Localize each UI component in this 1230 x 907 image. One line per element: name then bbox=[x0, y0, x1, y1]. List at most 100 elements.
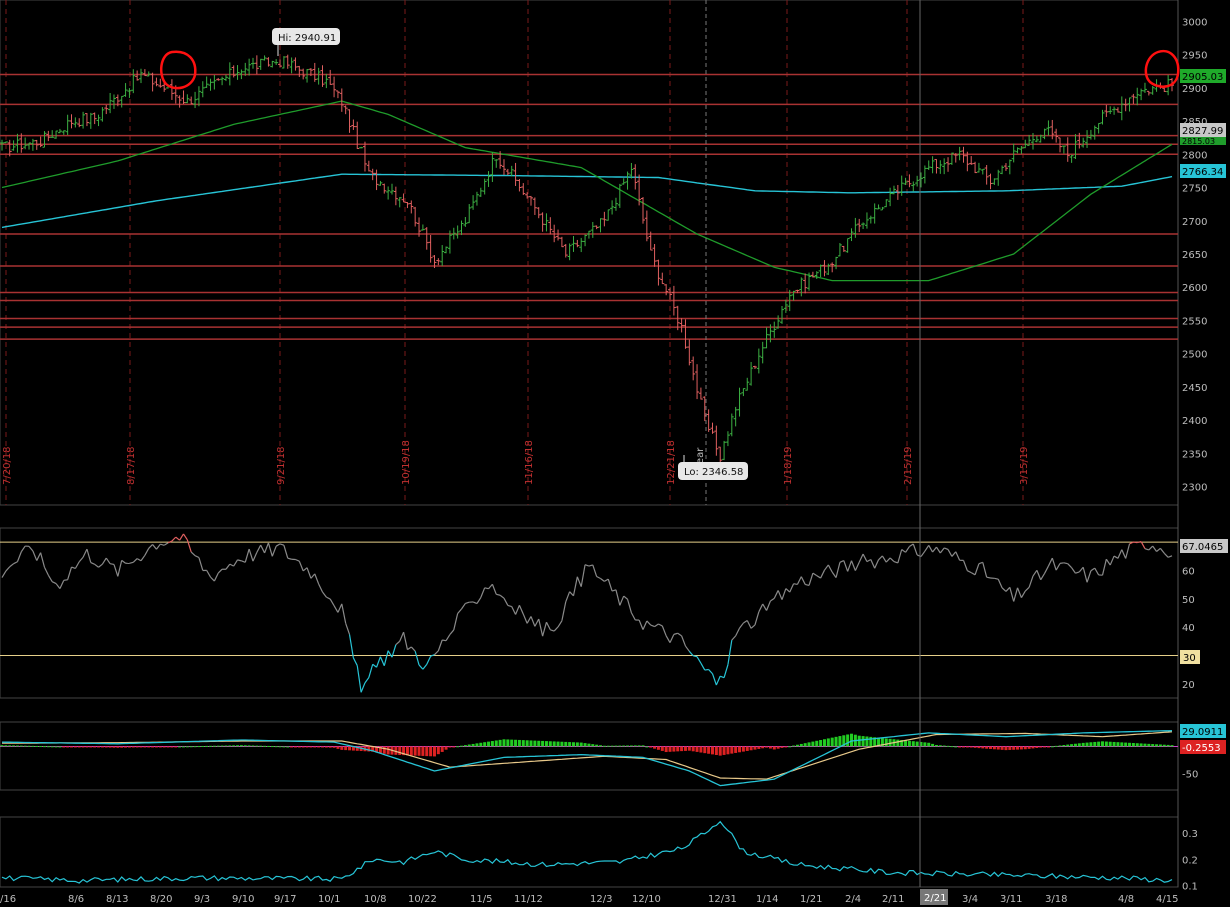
rsi-series bbox=[0, 533, 1178, 693]
macd-hist-bar bbox=[880, 738, 884, 747]
macd-hist-bar bbox=[1031, 746, 1035, 749]
rsi-segment bbox=[754, 611, 760, 626]
rsi-segment bbox=[1086, 570, 1092, 583]
annotation-circle-right bbox=[1144, 49, 1180, 88]
rsi-segment bbox=[136, 558, 142, 562]
rsi-segment bbox=[770, 597, 775, 602]
rsi-segment bbox=[758, 603, 764, 613]
macd-hist-bar bbox=[197, 746, 201, 748]
macd-hist-bar bbox=[181, 746, 185, 748]
rsi-segment bbox=[488, 583, 493, 590]
macd-panel[interactable] bbox=[0, 721, 1179, 791]
rsi-segment bbox=[229, 563, 234, 567]
macd-hist-bar bbox=[985, 746, 989, 749]
macd-hist-bar bbox=[842, 735, 846, 747]
macd-hist-bar bbox=[772, 746, 776, 750]
macd-hist-bar bbox=[1158, 744, 1162, 747]
macd-hist-bar bbox=[622, 745, 626, 747]
macd-hist-bar bbox=[1023, 746, 1027, 750]
rsi-segment bbox=[86, 548, 92, 563]
rsi-segment bbox=[750, 624, 756, 629]
rsi-segment bbox=[1129, 541, 1134, 545]
macd-hist-bar bbox=[1162, 744, 1166, 747]
macd-hist-bar bbox=[31, 745, 35, 747]
macd-hist-bar bbox=[579, 742, 583, 747]
rsi-segment bbox=[163, 542, 169, 546]
macd-hist-bar bbox=[795, 744, 799, 747]
macd-hist-bar bbox=[745, 746, 749, 751]
rsi-segment bbox=[727, 640, 733, 665]
macd-hist-bar bbox=[162, 746, 166, 748]
macd-hist-bar bbox=[402, 746, 406, 756]
rsi-segment bbox=[805, 583, 810, 587]
rsi-segment bbox=[831, 571, 837, 578]
macd-hist-bar bbox=[1085, 742, 1089, 747]
macd-hist-bar bbox=[290, 746, 294, 748]
macd-hist-bar bbox=[8, 745, 12, 747]
macd-hist-bar bbox=[919, 741, 923, 747]
rsi-segment bbox=[850, 560, 856, 571]
macd-hist-bar bbox=[81, 746, 85, 748]
rsi-segment bbox=[1090, 567, 1096, 572]
macd-hist-bar bbox=[174, 746, 178, 748]
rsi-segment bbox=[743, 619, 748, 624]
rsi-segment bbox=[1121, 549, 1127, 559]
macd-hist-bar bbox=[656, 746, 660, 750]
rsi-segment bbox=[935, 546, 941, 554]
rsi-segment bbox=[480, 587, 486, 598]
macd-hist-bar bbox=[293, 746, 297, 748]
rsi-segment bbox=[688, 650, 694, 657]
rsi-segment bbox=[812, 572, 818, 577]
macd-hist-bar bbox=[765, 746, 769, 748]
rsi-segment bbox=[1001, 587, 1007, 592]
rsi-segment bbox=[379, 656, 385, 667]
rsi-segment bbox=[615, 589, 621, 606]
volatility-panel[interactable] bbox=[0, 816, 1179, 888]
x-tick-label: 9/3 bbox=[194, 894, 210, 905]
price-panel[interactable] bbox=[0, 0, 1179, 506]
y-tick-label: -50 bbox=[1182, 770, 1198, 781]
rsi-segment bbox=[719, 675, 725, 679]
macd-hist-bar bbox=[521, 740, 525, 747]
rsi-segment bbox=[538, 618, 544, 637]
macd-hist-bar bbox=[205, 745, 209, 747]
macd-hist-bar bbox=[467, 744, 471, 747]
rsi-segment bbox=[515, 604, 520, 615]
macd-hist-bar bbox=[375, 746, 379, 753]
macd-hist-bar bbox=[788, 746, 792, 748]
ma-fast-label: 2815.03 bbox=[1182, 137, 1215, 146]
macd-hist-bar bbox=[317, 746, 321, 748]
macd-hist-bar bbox=[680, 746, 684, 752]
y-tick-label: 2900 bbox=[1182, 84, 1207, 95]
rsi-segment bbox=[596, 575, 601, 580]
macd-hist-bar bbox=[340, 746, 344, 750]
macd-hist-bar bbox=[730, 746, 734, 754]
rsi-segment bbox=[295, 558, 300, 562]
macd-hist-bar bbox=[610, 745, 614, 747]
rsi-segment bbox=[1024, 586, 1030, 592]
macd-hist-bar bbox=[599, 745, 603, 747]
macd-hist-bar bbox=[483, 742, 487, 747]
rsi-segment bbox=[341, 603, 347, 624]
y-tick-label: 2950 bbox=[1182, 51, 1207, 62]
rsi-segment bbox=[1016, 587, 1022, 598]
rsi-band-label: 30 bbox=[1183, 653, 1196, 664]
rsi-segment bbox=[465, 601, 470, 604]
macd-hist-bar bbox=[100, 746, 104, 748]
rsi-segment bbox=[611, 589, 617, 592]
rsi-segment bbox=[1137, 540, 1142, 544]
macd-hist-bar bbox=[722, 746, 726, 755]
x-tick-label: 8/13 bbox=[106, 894, 128, 905]
rsi-band-tag: 30 bbox=[1180, 650, 1200, 664]
rsi-segment bbox=[604, 578, 609, 582]
rsi-panel[interactable] bbox=[0, 527, 1179, 699]
rsi-segment bbox=[708, 669, 713, 675]
rsi-segment bbox=[372, 663, 377, 668]
macd-hist-bar bbox=[931, 743, 935, 747]
rsi-segment bbox=[943, 547, 949, 550]
macd-hist-bar bbox=[641, 745, 645, 747]
macd-hist-bar bbox=[714, 746, 718, 756]
macd-hist-bar bbox=[471, 743, 475, 747]
macd-hist-bar bbox=[494, 740, 498, 747]
